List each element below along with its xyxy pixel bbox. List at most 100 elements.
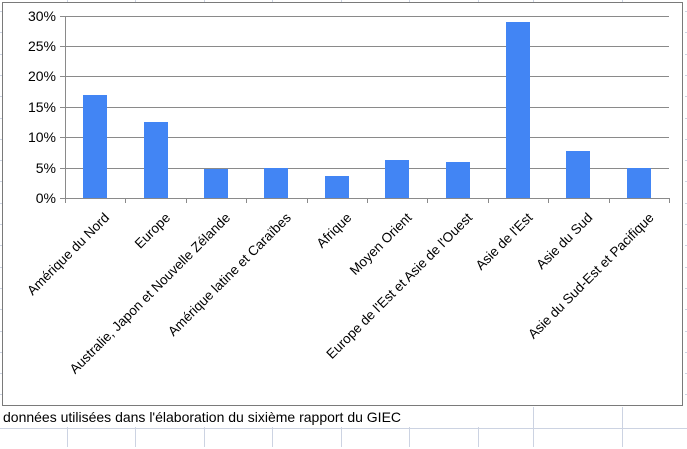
sheet-column-line <box>67 407 68 447</box>
sheet-column-line <box>204 0 205 2</box>
x-axis-category-label: Amérique du Nord <box>24 210 113 299</box>
x-axis-category-label: Asie de l'Est <box>472 210 536 273</box>
sheet-row-line <box>685 309 687 310</box>
sheet-row-line <box>685 96 687 97</box>
x-axis-tick <box>488 198 489 203</box>
sheet-row-line <box>0 267 2 268</box>
y-axis-tick-label: 5% <box>35 160 56 176</box>
bar-8[interactable] <box>506 22 530 198</box>
sheet-row-line <box>0 160 2 161</box>
sheet-row-line <box>0 394 2 395</box>
sheet-row-line <box>685 181 687 182</box>
gridline <box>60 198 669 199</box>
sheet-column-line <box>533 407 534 447</box>
sheet-row-line <box>685 75 687 76</box>
x-axis-tick <box>246 198 247 203</box>
sheet-row-line <box>0 245 2 246</box>
bar-3[interactable] <box>204 169 228 198</box>
y-axis-tick-label: 10% <box>27 129 56 145</box>
x-axis-tick <box>367 198 368 203</box>
sheet-column-line <box>478 0 479 2</box>
x-axis-category-label: Europe <box>132 210 174 252</box>
gridline <box>60 16 669 17</box>
x-axis-category-label: Afrique <box>313 210 355 251</box>
sheet-row-line <box>0 54 2 55</box>
sheet-row-line <box>0 118 2 119</box>
y-axis-tick-label: 25% <box>27 38 56 54</box>
y-axis-line <box>65 15 66 199</box>
sheet-column-line <box>533 0 534 2</box>
sheet-column-line <box>204 407 205 447</box>
bar-2[interactable] <box>144 122 168 198</box>
bar-1[interactable] <box>83 95 107 198</box>
bar-7[interactable] <box>446 162 470 198</box>
x-axis-tick <box>669 198 670 203</box>
sheet-row-line <box>0 224 2 225</box>
sheet-row-line <box>685 394 687 395</box>
sheet-row-line <box>0 428 687 429</box>
x-axis-category-label: Amérique latine et Caraïbes <box>164 210 294 339</box>
bar-10[interactable] <box>627 168 651 198</box>
bar-5[interactable] <box>325 176 349 198</box>
sheet-column-line <box>272 407 273 447</box>
gridline <box>60 46 669 47</box>
sheet-column-line <box>622 0 623 2</box>
sheet-row-line <box>0 331 2 332</box>
y-axis-tick-label: 20% <box>27 68 56 84</box>
x-axis-tick <box>427 198 428 203</box>
gridline <box>60 168 669 169</box>
bar-9[interactable] <box>566 151 590 198</box>
sheet-row-line <box>685 373 687 374</box>
gridline <box>60 107 669 108</box>
sheet-row-line <box>685 288 687 289</box>
sheet-row-line <box>0 203 2 204</box>
x-axis-category-label: Asie du Sud <box>533 210 596 273</box>
sheet-row-line <box>685 11 687 12</box>
sheet-column-line <box>272 0 273 2</box>
embedded-chart[interactable]: 0% 5% 10% 15% 20% 25% 30% Amérique du Nord Europ… <box>2 2 683 406</box>
bar-6[interactable] <box>385 160 409 198</box>
sheet-column-line <box>478 407 479 447</box>
sheet-column-line <box>135 0 136 2</box>
sheet-row-line <box>0 352 2 353</box>
sheet-column-line <box>341 0 342 2</box>
sheet-row-line <box>0 75 2 76</box>
x-axis-category-label: Asie du Sud-Est et Pacifique <box>525 210 657 342</box>
x-axis-tick <box>65 198 66 203</box>
caption-text: données utilisées dans l'élaboration du … <box>3 409 402 425</box>
sheet-row-line <box>0 181 2 182</box>
sheet-row-line <box>0 309 2 310</box>
x-axis-tick <box>609 198 610 203</box>
sheet-row-line <box>0 373 2 374</box>
sheet-row-line <box>0 32 2 33</box>
sheet-row-line <box>685 331 687 332</box>
sheet-row-line <box>685 32 687 33</box>
sheet-row-line <box>685 267 687 268</box>
x-axis-tick <box>307 198 308 203</box>
sheet-column-line <box>622 407 623 447</box>
sheet-row-line <box>685 160 687 161</box>
sheet-row-line <box>0 96 2 97</box>
sheet-row-line <box>685 54 687 55</box>
x-axis-category-label: Moyen Orient <box>346 210 415 278</box>
caption-cell[interactable]: données utilisées dans l'élaboration du … <box>2 407 533 427</box>
y-axis-tick-label: 15% <box>27 99 56 115</box>
sheet-column-line <box>409 407 410 447</box>
sheet-row-line <box>0 11 2 12</box>
bar-4[interactable] <box>264 168 288 198</box>
x-axis-tick <box>186 198 187 203</box>
sheet-column-line <box>135 407 136 447</box>
sheet-row-line <box>685 139 687 140</box>
sheet-column-line <box>409 0 410 2</box>
x-axis-tick <box>125 198 126 203</box>
gridline <box>60 76 669 77</box>
x-axis-tick <box>548 198 549 203</box>
y-axis-tick-label: 30% <box>27 8 56 24</box>
sheet-column-line <box>67 0 68 2</box>
sheet-row-line <box>685 224 687 225</box>
sheet-row-line <box>685 118 687 119</box>
sheet-row-line <box>0 139 2 140</box>
sheet-row-line <box>685 352 687 353</box>
y-axis-tick-label: 0% <box>35 190 56 206</box>
gridline <box>60 137 669 138</box>
